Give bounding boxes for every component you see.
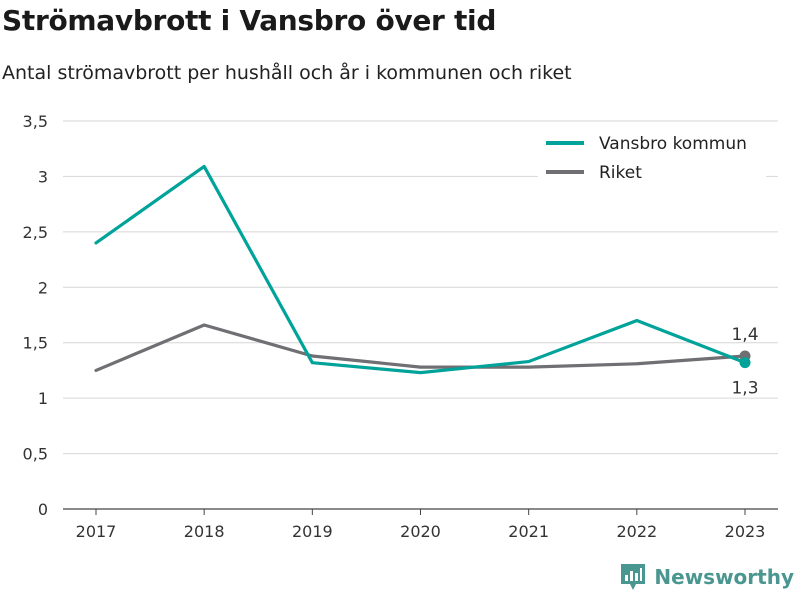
y-tick-label: 3,5: [23, 112, 48, 131]
y-tick-label: 1,5: [23, 334, 48, 353]
legend: Vansbro kommun Riket: [538, 128, 766, 183]
x-tick-label: 2021: [508, 522, 549, 541]
newsworthy-icon: [621, 564, 646, 590]
series-lines: [94, 164, 751, 375]
legend-label: Vansbro kommun: [599, 134, 747, 154]
end-value-label: 1,4: [731, 325, 758, 345]
y-tick-label: 2,5: [23, 223, 48, 242]
x-tick-label: 2019: [292, 522, 333, 541]
x-tick-label: 2017: [76, 522, 117, 541]
chart-title: Strömavbrott i Vansbro över tid: [2, 4, 497, 37]
x-tick-label: 2022: [616, 522, 657, 541]
x-tick-label: 2023: [725, 522, 766, 541]
series-line-riket: [94, 323, 747, 373]
y-tick-label: 1: [38, 389, 48, 408]
y-tick-label: 0,5: [23, 445, 48, 464]
x-tick-label: 2020: [400, 522, 441, 541]
x-axis-ticks: 2017 2018 2019 2020 2021 2022 2023: [76, 509, 766, 541]
end-value-label: 1,3: [731, 379, 758, 399]
series-line-vansbro-kommun: [94, 164, 747, 375]
end-labels: 1,4 1,3: [731, 325, 758, 399]
brand-logo: Newsworthy: [620, 562, 794, 592]
x-tick-label: 2018: [184, 522, 225, 541]
y-tick-label: 0: [38, 500, 48, 519]
chart-subtitle: Antal strömavbrott per hushåll och år i …: [2, 62, 572, 84]
legend-label: Riket: [599, 163, 642, 183]
y-tick-label: 3: [38, 167, 48, 186]
brand-name: Newsworthy: [654, 565, 794, 589]
end-point-vansbro-kommun: [739, 357, 751, 369]
y-tick-label: 2: [38, 278, 48, 297]
y-axis-ticks: 0 0,5 1 1,5 2 2,5 3 3,5: [23, 112, 48, 519]
